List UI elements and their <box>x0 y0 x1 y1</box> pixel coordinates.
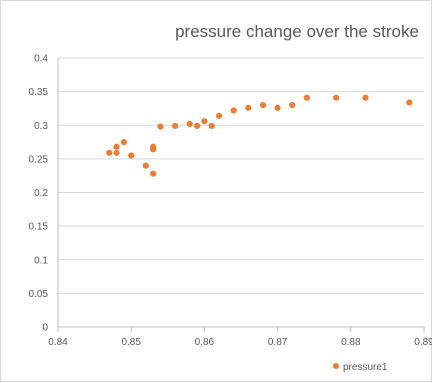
x-tick-label: 0.85 <box>121 337 141 348</box>
axes <box>57 58 425 332</box>
data-point <box>406 99 413 106</box>
legend: pressure1 <box>333 362 388 373</box>
data-point <box>106 149 113 156</box>
data-point <box>113 149 120 156</box>
data-point <box>201 118 208 125</box>
y-tick-label: 0.1 <box>34 255 48 266</box>
data-point <box>245 104 252 111</box>
data-point <box>193 122 201 130</box>
y-tick-label: 0.2 <box>34 188 48 199</box>
data-point <box>186 120 193 128</box>
data-point <box>362 94 369 101</box>
data-point <box>150 170 157 177</box>
data-point <box>120 138 127 146</box>
data-point <box>208 122 215 130</box>
data-point <box>150 143 157 150</box>
data-point <box>172 122 179 130</box>
x-tick-label: 0.89 <box>414 337 432 348</box>
y-tick-label: 0.15 <box>29 222 49 233</box>
legend-marker-pressure1 <box>333 363 339 369</box>
data-point <box>215 112 223 119</box>
data-point <box>289 101 296 109</box>
x-tick-label: 0.88 <box>341 337 361 348</box>
grid-lines <box>58 57 424 294</box>
y-tick-label: 0.25 <box>29 154 49 165</box>
data-point <box>333 94 340 101</box>
x-tick-label: 0.87 <box>268 337 288 348</box>
y-tick-label: 0.4 <box>34 54 48 65</box>
data-point <box>274 104 281 111</box>
data-point <box>230 107 237 114</box>
x-tick-label: 0.86 <box>195 337 215 348</box>
x-axis-ticks: 0.84 0.85 0.86 0.87 0.88 0.89 <box>48 337 432 348</box>
legend-label-pressure1: pressure1 <box>343 362 388 373</box>
chart-title: pressure change over the stroke <box>175 22 419 41</box>
x-tick-label: 0.84 <box>48 337 68 348</box>
data-point <box>128 152 135 159</box>
data-point <box>303 94 310 101</box>
data-point <box>113 143 120 150</box>
data-points <box>106 94 413 177</box>
y-tick-label: 0 <box>42 323 48 334</box>
data-point <box>259 101 267 109</box>
data-point <box>142 162 149 169</box>
y-tick-label: 0.35 <box>29 87 49 98</box>
y-axis-ticks: 0 0.05 0.1 0.15 0.2 0.25 0.3 0.35 0.4 <box>29 54 49 334</box>
data-point <box>157 123 164 130</box>
y-tick-label: 0.3 <box>34 121 48 132</box>
y-tick-label: 0.05 <box>29 289 49 300</box>
